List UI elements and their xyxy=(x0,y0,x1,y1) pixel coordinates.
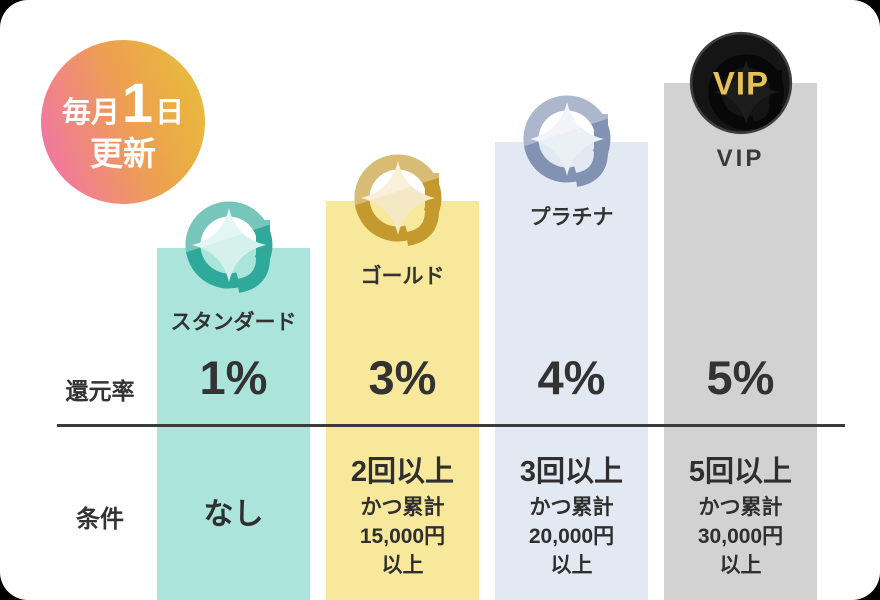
tier-condition-main: 2回以上 xyxy=(350,456,455,488)
condition-row-label: 条件 xyxy=(76,506,124,533)
tier-condition-main: 5回以上 xyxy=(688,456,793,488)
update-badge: 毎月 1 日 更新 xyxy=(41,40,205,204)
tier-bar xyxy=(495,142,648,600)
tier-rate-value: 5% xyxy=(706,351,775,404)
at-coin-sparkle-icon xyxy=(522,92,622,192)
at-coin-sparkle-icon xyxy=(353,151,453,251)
tier-column-gold: ゴールド 3% 2回以上 かつ累計 15,000円 以上 xyxy=(326,0,479,600)
badge-line2: 更新 xyxy=(90,134,156,172)
badge-line1-pre: 毎月 xyxy=(61,97,120,130)
tier-column-platinum: プラチナ 4% 3回以上 かつ累計 20,000円 以上 xyxy=(495,0,648,600)
tier-name: VIP xyxy=(716,145,765,172)
tier-rate-value: 3% xyxy=(368,351,437,404)
badge-line1: 毎月 1 日 xyxy=(62,72,184,134)
vip-coin-label: VIP xyxy=(712,65,768,102)
divider-line xyxy=(57,424,845,427)
badge-day-number: 1 xyxy=(121,71,154,135)
vip-coin-icon: VIP xyxy=(688,30,794,136)
tier-bar xyxy=(326,201,479,600)
badge-line1-post: 日 xyxy=(155,97,185,130)
tier-rate-value: 4% xyxy=(537,351,606,404)
at-coin-sparkle-icon xyxy=(184,198,284,298)
tier-condition-sub: かつ累計 15,000円 以上 xyxy=(359,496,446,577)
tier-rate-value: 1% xyxy=(199,351,268,404)
tier-column-vip: VIP VIP 5% 5回以上 かつ累計 30,000円 以上 xyxy=(664,0,817,600)
tier-column-standard: スタンダード 1% なし xyxy=(157,0,310,600)
tier-bar xyxy=(664,83,817,600)
rate-row-label: 還元率 xyxy=(65,378,135,404)
tier-condition-sub: かつ累計 30,000円 以上 xyxy=(697,496,784,577)
tier-name: ゴールド xyxy=(360,265,445,288)
tier-condition-main: なし xyxy=(203,498,264,531)
tier-name: スタンダード xyxy=(170,311,297,334)
tier-condition-main: 3回以上 xyxy=(519,456,624,488)
tier-name: プラチナ xyxy=(529,206,614,229)
tier-condition-sub: かつ累計 20,000円 以上 xyxy=(528,496,615,577)
